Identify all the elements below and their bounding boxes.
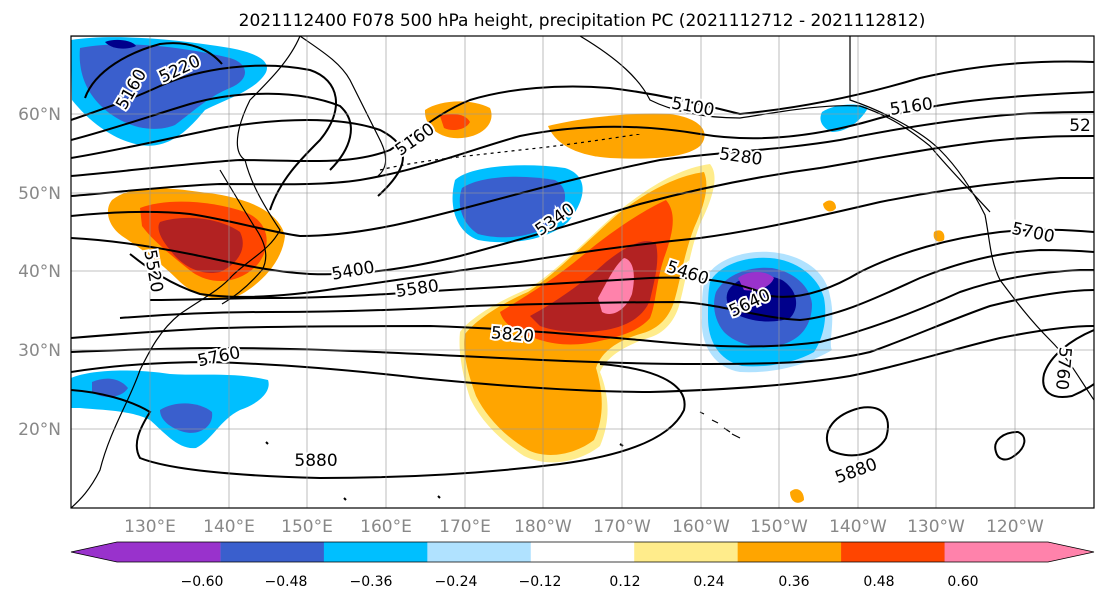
lat-label: 50°N <box>18 184 61 204</box>
lon-label: 160°W <box>672 517 730 537</box>
contour-line <box>119 248 1094 322</box>
negative-anomaly-region <box>92 378 128 397</box>
contour-line <box>84 42 223 99</box>
contour-line <box>71 111 1094 238</box>
contour-line <box>71 64 337 211</box>
pacific-islands <box>265 441 624 501</box>
coastlines <box>71 36 1094 508</box>
lon-label: 130°W <box>907 517 965 537</box>
contour-line <box>71 325 1094 394</box>
hawaii-islands <box>699 411 741 439</box>
colorbar-segments <box>71 542 1094 562</box>
positive-anomaly-region <box>598 258 634 314</box>
negative-anomaly-region <box>160 403 213 433</box>
lon-label: 170°E <box>439 517 491 537</box>
positive-anomaly-region <box>440 114 470 130</box>
lon-label: 170°W <box>593 517 651 537</box>
contour-line <box>71 269 1094 348</box>
colorbar-segment <box>323 542 428 562</box>
contour-line <box>825 406 889 457</box>
height-contours <box>71 42 1094 480</box>
contour-label: 5880 <box>294 451 337 471</box>
colorbar-tick-label: 0.36 <box>778 574 809 590</box>
kamchatka-coast <box>299 36 387 177</box>
lon-label: 120°W <box>986 517 1044 537</box>
colorbar-segment <box>71 542 221 562</box>
negative-anomaly-region <box>79 44 245 129</box>
asia-coast <box>71 36 301 508</box>
colorbar-tick-label: 0.24 <box>693 574 724 590</box>
contour-line <box>71 60 1094 177</box>
colorbar-tick-label: −0.24 <box>435 574 478 590</box>
contour-line <box>1042 329 1094 398</box>
contour-line <box>994 430 1026 461</box>
colorbar-tick-label: −0.12 <box>519 574 562 590</box>
lon-label: 130°E <box>124 517 176 537</box>
colorbar-tick-label: 0.12 <box>609 574 640 590</box>
alaska-coast <box>579 36 991 213</box>
lon-label: 150°E <box>281 517 333 537</box>
lon-label: 160°E <box>360 517 412 537</box>
colorbar-outline <box>70 541 1095 563</box>
colorbar-segment <box>530 542 635 562</box>
positive-anomaly-region <box>790 489 804 503</box>
colorbar-segment <box>634 542 739 562</box>
colorbar-tick-label: −0.60 <box>181 574 224 590</box>
positive-anomaly-region <box>823 200 836 212</box>
negative-anomaly-region <box>459 176 566 238</box>
contour-line <box>129 177 1094 298</box>
colorbar-tick-labels: −0.60 −0.48 −0.36 −0.24 −0.12 0.12 0.24 … <box>181 574 979 590</box>
colorbar-tick-label: −0.48 <box>265 574 308 590</box>
positive-anomaly-region <box>158 217 243 273</box>
lon-label: 150°W <box>750 517 808 537</box>
contour-label: 52 <box>1069 116 1091 136</box>
lon-label: 140°E <box>203 517 255 537</box>
negative-anomaly-region <box>738 272 774 291</box>
contour-label: 5820 <box>490 323 535 347</box>
aleutian-chain <box>379 133 641 171</box>
north-america-coast <box>849 36 1094 401</box>
negative-anomaly-region <box>105 39 136 49</box>
contour-line <box>71 91 1094 197</box>
positive-anomaly-region <box>548 113 705 159</box>
contour-line <box>71 119 404 197</box>
lat-label: 60°N <box>18 105 61 125</box>
figure-title: 2021112400 F078 500 hPa height, precipit… <box>239 11 926 31</box>
lat-label: 30°N <box>18 341 61 361</box>
colorbar-segment <box>737 542 842 562</box>
contour-line <box>71 289 1094 366</box>
colorbar-tick-label: −0.36 <box>350 574 393 590</box>
colorbar-tick-label: 0.48 <box>863 574 894 590</box>
contour-label: 5760 <box>1051 346 1075 391</box>
lon-label: 180°W <box>514 517 572 537</box>
colorbar-segment <box>220 542 325 562</box>
colorbar-segment <box>841 542 946 562</box>
gridlines <box>71 36 1094 508</box>
lon-label: 140°W <box>829 517 887 537</box>
colorbar-segment <box>944 542 1094 562</box>
contour-line <box>149 228 1094 301</box>
colorbar-tick-label: 0.60 <box>947 574 978 590</box>
lat-label: 40°N <box>18 262 61 282</box>
latitude-labels: 60°N 50°N 40°N 30°N 20°N <box>18 105 61 440</box>
contour-line <box>71 92 352 171</box>
colorbar-segment <box>427 542 532 562</box>
contour-line <box>71 135 1094 276</box>
negative-anomaly-region <box>820 104 868 132</box>
lat-label: 20°N <box>18 420 61 440</box>
longitude-labels: 130°E 140°E 150°E 160°E 170°E 180°W 170°… <box>124 517 1044 537</box>
contour-line <box>71 363 686 480</box>
colorbar: −0.60 −0.48 −0.36 −0.24 −0.12 0.12 0.24 … <box>70 541 1095 590</box>
map-panel: 5160 5220 5160 5100 5160 52 5280 5340 54… <box>70 35 1095 509</box>
map-frame <box>70 35 1095 509</box>
japan-islands <box>219 169 267 305</box>
